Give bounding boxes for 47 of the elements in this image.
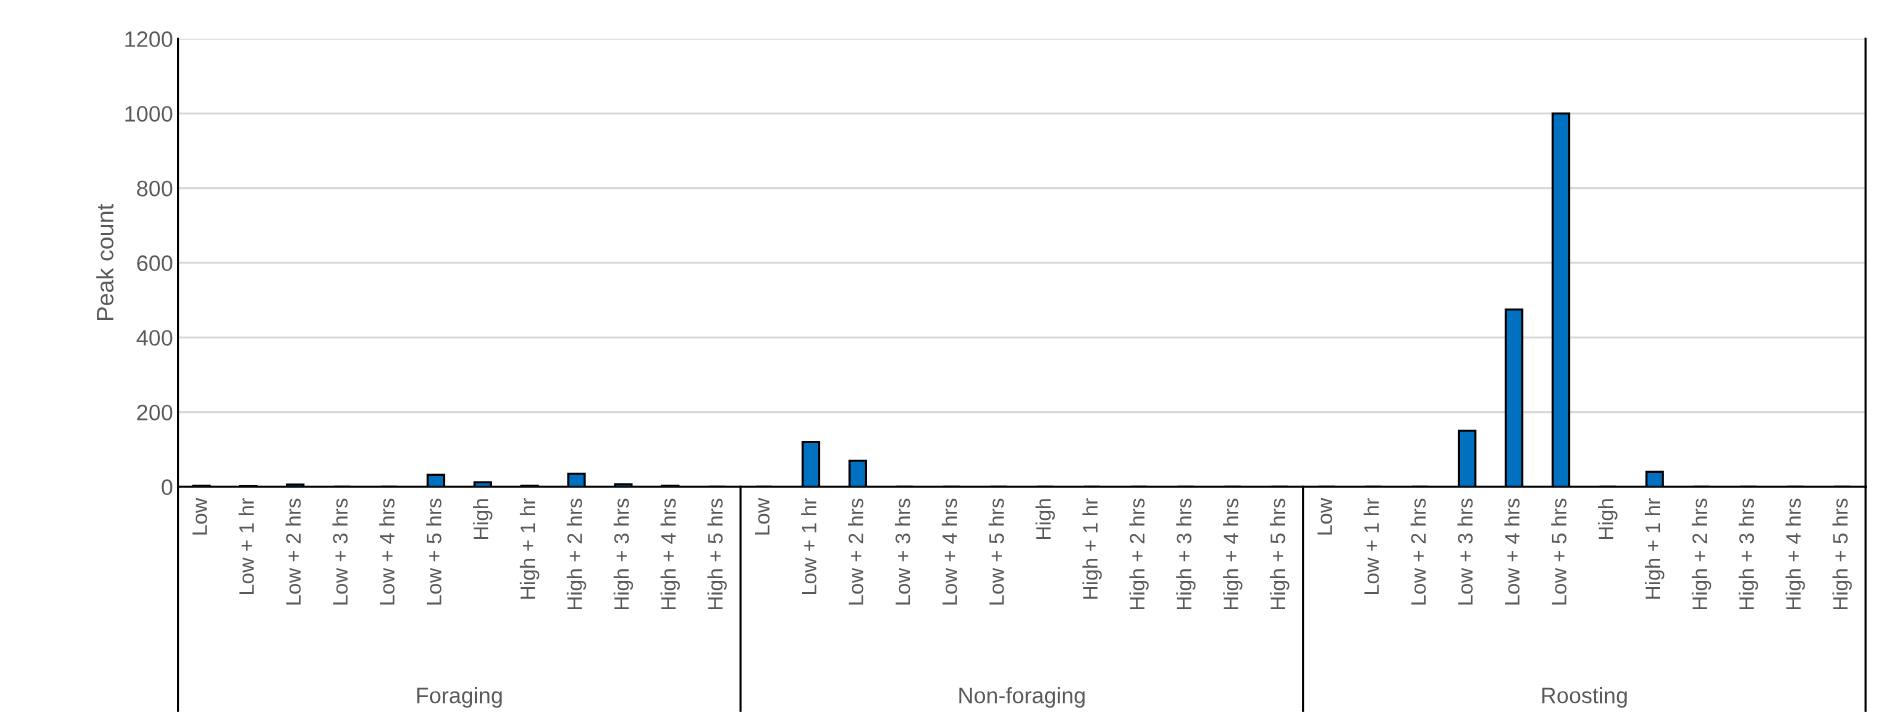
x-tick-label: High + 2 hrs bbox=[1129, 498, 1149, 610]
y-tick-label: 1000 bbox=[125, 105, 173, 122]
x-tick-label: High + 1 hr bbox=[1082, 498, 1102, 599]
x-tick-label: High + 1 hr bbox=[1644, 498, 1665, 599]
x-tick-label: Low + 5 hrs bbox=[426, 498, 442, 605]
x-tick-label: Low + 3 hrs bbox=[332, 498, 348, 605]
x-tick-label: Low + 1 hr bbox=[238, 498, 254, 595]
x-tick-label: High + 1 hr bbox=[519, 498, 540, 599]
y-tick-label: 200 bbox=[137, 404, 173, 421]
y-tick-label: 0 bbox=[161, 479, 173, 496]
x-tick-label: High + 2 hrs bbox=[1691, 498, 1712, 610]
y-axis-title: Peak count bbox=[96, 203, 114, 320]
x-tick-label: High bbox=[473, 499, 493, 540]
x-tick-label: High + 5 hrs bbox=[1832, 498, 1852, 610]
x-tick-label: Low + 3 hrs bbox=[1457, 498, 1473, 605]
text: Non-foraging bbox=[959, 687, 1085, 708]
x-tick-label: High + 2 hrs bbox=[566, 498, 587, 610]
x-tick-label: Low bbox=[1317, 497, 1333, 535]
x-tick-label: High + 4 hrs bbox=[1785, 498, 1805, 610]
x-tick-label: High bbox=[1598, 499, 1618, 540]
y-tick-label: 800 bbox=[137, 180, 173, 197]
x-tick-label: High bbox=[1035, 499, 1055, 540]
x-tick-label: High + 3 hrs bbox=[613, 498, 634, 610]
x-tick-label: Low + 2 hrs bbox=[285, 498, 301, 605]
x-tick-label: Low + 5 hrs bbox=[1551, 498, 1567, 605]
x-tick-label: High + 3 hrs bbox=[1738, 498, 1759, 610]
y-tick-label: 400 bbox=[136, 329, 173, 346]
y-tick-label: 600 bbox=[137, 255, 173, 272]
text: Roosting bbox=[1542, 687, 1627, 708]
x-tick-label: High + 3 hrs bbox=[1176, 498, 1196, 610]
x-tick-label: Low bbox=[755, 497, 770, 535]
x-tick-label: High + 5 hrs bbox=[707, 498, 727, 610]
y-tick-label: 1200 bbox=[125, 31, 173, 48]
x-tick-label: Low + 2 hrs bbox=[848, 498, 864, 605]
x-tick-label: Low + 5 hrs bbox=[988, 498, 1004, 605]
x-tick-label: High + 5 hrs bbox=[1269, 498, 1290, 610]
x-tick-label: Low + 3 hrs bbox=[894, 498, 911, 605]
x-tick-label: Low + 1 hr bbox=[801, 498, 817, 595]
x-tick-label: High + 4 hrs bbox=[660, 498, 680, 610]
x-tick-label: Low bbox=[192, 497, 208, 535]
x-tick-label: Low + 4 hrs bbox=[1504, 498, 1520, 605]
x-tick-label: Low + 2 hrs bbox=[1410, 498, 1426, 605]
x-tick-label: Low + 4 hrs bbox=[941, 498, 958, 605]
x-tick-label: Low + 4 hrs bbox=[379, 498, 395, 605]
text: Foraging bbox=[417, 687, 502, 708]
x-tick-label: Low + 1 hr bbox=[1363, 498, 1379, 595]
x-tick-label: High + 4 hrs bbox=[1223, 498, 1243, 610]
